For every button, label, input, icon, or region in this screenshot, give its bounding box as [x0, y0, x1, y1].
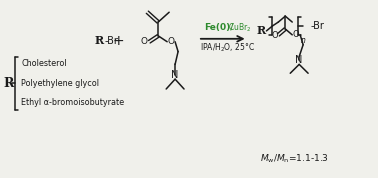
Text: -Br: -Br — [105, 36, 118, 46]
Text: +: + — [113, 34, 124, 48]
Text: Polyethylene glycol: Polyethylene glycol — [21, 79, 99, 88]
Text: O: O — [141, 37, 148, 46]
Text: R: R — [257, 25, 266, 36]
Text: -Br: -Br — [310, 21, 324, 31]
Text: R: R — [94, 35, 103, 46]
Text: N: N — [296, 56, 303, 66]
Text: N: N — [171, 70, 179, 80]
Text: $\mathregular{CuBr_2}$: $\mathregular{CuBr_2}$ — [228, 22, 251, 34]
Text: R: R — [3, 77, 14, 90]
Text: Ethyl α-bromoisobutyrate: Ethyl α-bromoisobutyrate — [21, 98, 124, 107]
Text: O: O — [167, 37, 175, 46]
Text: $M_\mathrm{w}$/$M_\mathrm{n}$=1.1-1.3: $M_\mathrm{w}$/$M_\mathrm{n}$=1.1-1.3 — [260, 153, 328, 165]
Text: O: O — [271, 31, 278, 40]
Text: n: n — [301, 36, 306, 45]
Text: IPA/H$_2$O, 25°C: IPA/H$_2$O, 25°C — [200, 41, 255, 54]
Text: Fe(0)/: Fe(0)/ — [204, 23, 233, 32]
Text: O: O — [293, 30, 299, 39]
Text: Cholesterol: Cholesterol — [21, 59, 67, 68]
